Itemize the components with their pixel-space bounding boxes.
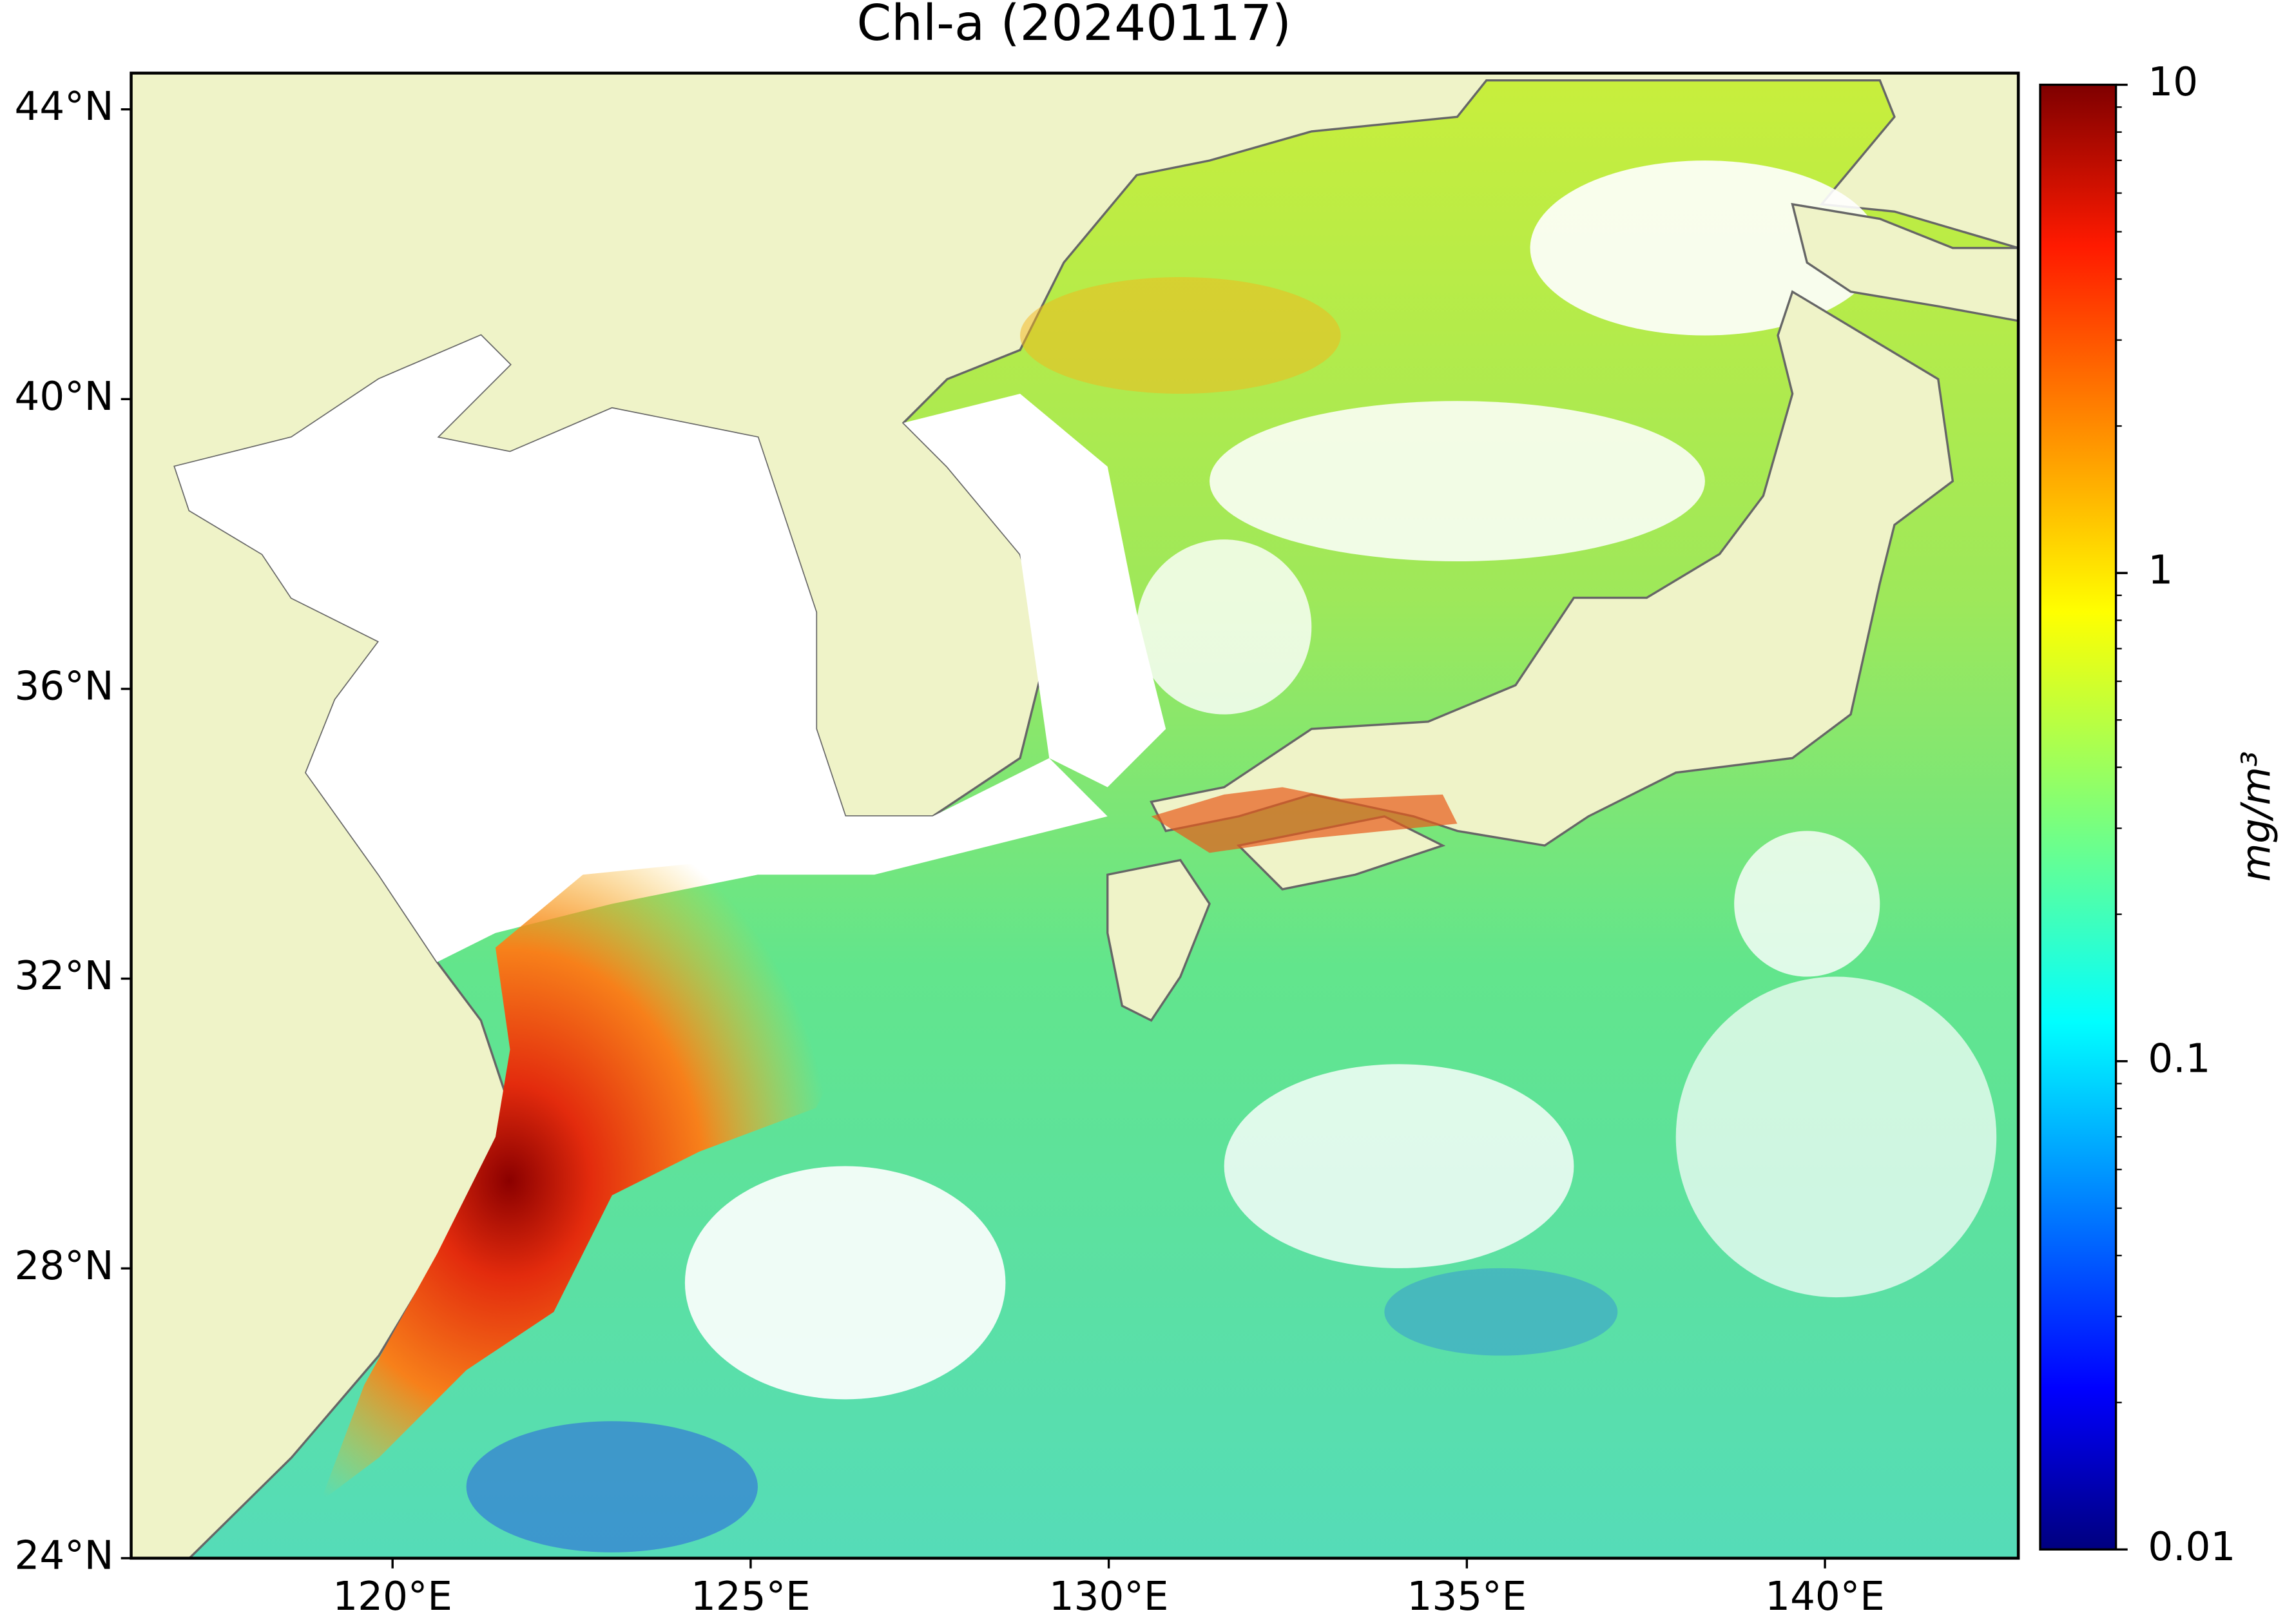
x-tick-label: 125°E: [691, 1574, 811, 1619]
y-tick-label: 32°N: [15, 953, 114, 999]
colorbar-tick-label: 0.01: [2148, 1524, 2235, 1570]
x-tick-label: 140°E: [1765, 1574, 1885, 1619]
cloud: [1675, 976, 1997, 1298]
no-data-yellow-sea: [175, 335, 1108, 962]
x-tick-label: 135°E: [1407, 1574, 1527, 1619]
colorbar-tick-label: 0.1: [2148, 1036, 2210, 1081]
chl-plume: [320, 860, 860, 1502]
cloud: [1734, 831, 1880, 977]
cloud: [1224, 1064, 1574, 1268]
kyushu: [1106, 858, 1211, 1022]
no-data-strait: [903, 393, 1166, 788]
x-tick-label: 120°E: [333, 1574, 452, 1619]
hokkaido: [1791, 202, 2019, 322]
colorbar-label: mg/m³: [2233, 751, 2279, 882]
low-chl-patch: [466, 1421, 758, 1552]
cloud: [1210, 401, 1705, 562]
colorbar: [2039, 83, 2117, 1551]
cloud: [684, 1166, 1006, 1400]
x-tick-label: 130°E: [1049, 1574, 1169, 1619]
high-chl-patch: [1020, 277, 1341, 394]
colorbar-tick-label: 10: [2148, 59, 2198, 105]
coastal-high-chl: [1151, 787, 1458, 853]
cloud: [1136, 539, 1312, 715]
map-frame: [130, 72, 2020, 1560]
map-area: [131, 73, 2019, 1558]
y-tick-label: 28°N: [15, 1243, 114, 1289]
y-tick-label: 36°N: [15, 664, 114, 710]
colorbar-tick-label: 1: [2148, 548, 2173, 594]
y-tick-label: 40°N: [15, 374, 114, 420]
chart-title: Chl-a (20240117): [857, 0, 1291, 52]
low-chl-patch: [1384, 1268, 1618, 1356]
y-tick-label: 24°N: [15, 1532, 114, 1578]
y-tick-label: 44°N: [15, 84, 114, 130]
